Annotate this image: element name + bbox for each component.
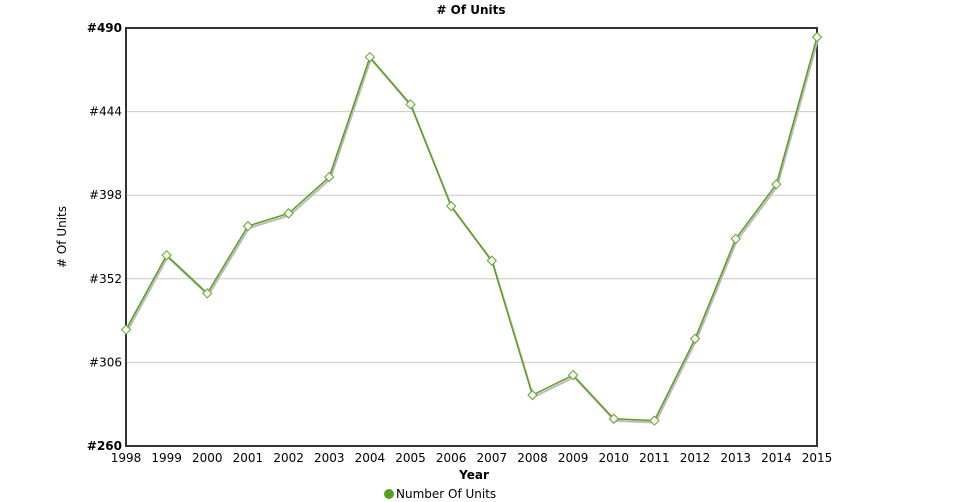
y-axis-label: # Of Units bbox=[55, 206, 69, 268]
legend-label: Number Of Units bbox=[396, 487, 496, 501]
data-point-marker bbox=[771, 179, 782, 190]
y-tick-label: #260 bbox=[87, 439, 122, 453]
x-tick-label: 2011 bbox=[639, 451, 670, 465]
data-point-marker bbox=[242, 220, 254, 232]
x-tick-label: 2006 bbox=[436, 451, 467, 465]
data-point-marker bbox=[689, 333, 701, 344]
x-tick-label: 2009 bbox=[558, 451, 589, 465]
data-point-marker bbox=[730, 233, 741, 245]
data-point-marker bbox=[649, 415, 660, 426]
data-point-marker bbox=[364, 51, 376, 63]
x-tick-label: 2015 bbox=[802, 451, 833, 465]
series-line bbox=[125, 36, 818, 422]
y-tick-label: #306 bbox=[89, 355, 122, 369]
data-point-marker bbox=[161, 249, 172, 261]
x-tick-label: 2014 bbox=[761, 451, 792, 465]
y-tick-label: #444 bbox=[89, 105, 122, 119]
x-tick-label: 2002 bbox=[273, 451, 304, 465]
x-tick-label: 2008 bbox=[517, 451, 548, 465]
data-point-marker bbox=[405, 99, 416, 110]
plot-area bbox=[125, 27, 818, 447]
legend[interactable]: Number Of Units bbox=[384, 487, 496, 501]
data-point-marker bbox=[567, 369, 579, 381]
data-point-marker bbox=[120, 324, 132, 335]
series-shadow bbox=[126, 38, 819, 424]
y-tick-label: #352 bbox=[89, 272, 122, 286]
x-axis-label: Year bbox=[458, 468, 489, 482]
data-point-marker bbox=[324, 171, 335, 183]
x-tick-label: 2012 bbox=[680, 451, 711, 465]
x-tick-label: 1999 bbox=[151, 451, 182, 465]
x-tick-label: 2005 bbox=[395, 451, 426, 465]
x-tick-label: 1998 bbox=[111, 451, 142, 465]
data-point-marker bbox=[527, 389, 538, 401]
data-point-marker bbox=[811, 31, 823, 43]
x-tick-label: 2000 bbox=[192, 451, 223, 465]
y-tick-label: #490 bbox=[87, 21, 122, 35]
x-tick-label: 2004 bbox=[355, 451, 386, 465]
data-point-marker bbox=[608, 413, 619, 424]
x-tick-label: 2013 bbox=[720, 451, 751, 465]
x-tick-label: 2007 bbox=[477, 451, 508, 465]
data-point-marker bbox=[486, 255, 498, 266]
x-tick-label: 2010 bbox=[598, 451, 629, 465]
data-point-marker bbox=[445, 200, 457, 212]
y-tick-label: #398 bbox=[89, 188, 122, 202]
legend-marker bbox=[384, 489, 394, 499]
data-point-marker bbox=[283, 208, 294, 219]
chart-title: # Of Units bbox=[436, 3, 505, 17]
x-tick-label: 2001 bbox=[233, 451, 264, 465]
data-point-marker bbox=[202, 288, 213, 299]
x-tick-label: 2003 bbox=[314, 451, 345, 465]
